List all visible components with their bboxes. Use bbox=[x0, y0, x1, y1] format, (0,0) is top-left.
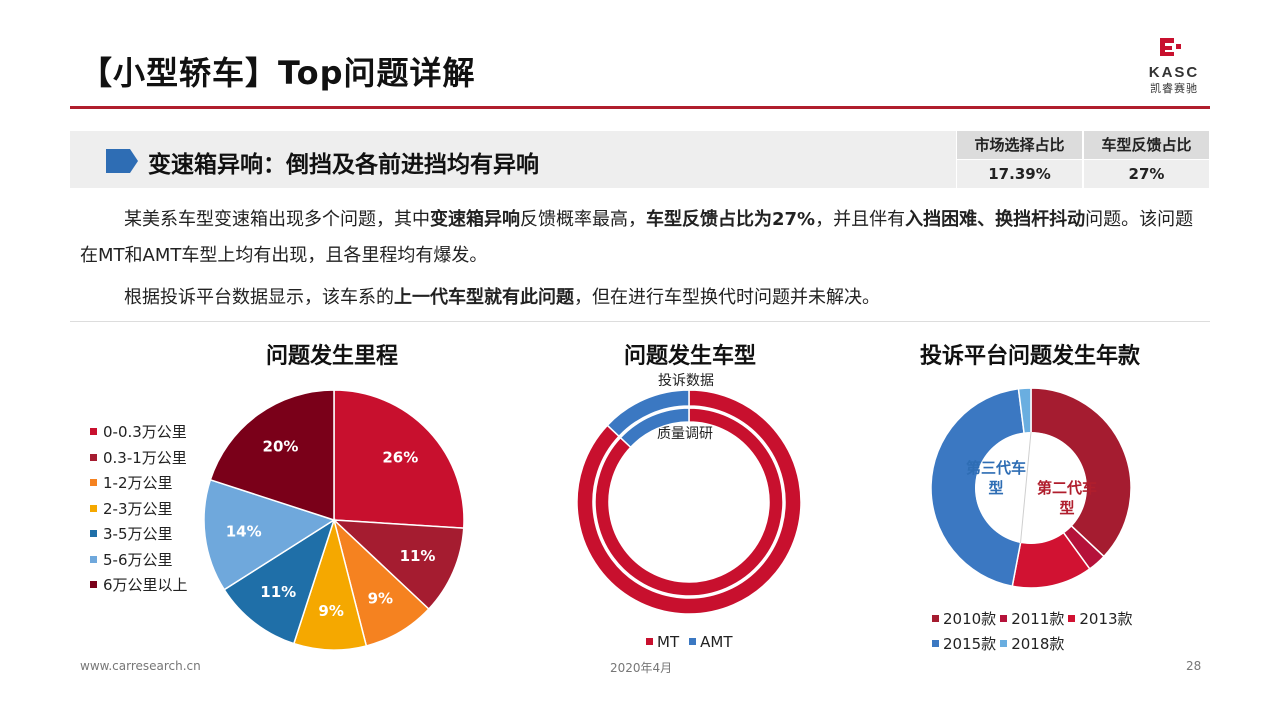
year-legend-row2: 2015款 2018款 bbox=[932, 633, 1068, 654]
annotation-gen3: 第三代车型 bbox=[966, 458, 1026, 498]
mileage-pie-chart: 26% 11% 9% 9% 11% 14% 20% bbox=[203, 389, 465, 651]
pie-slice bbox=[203, 478, 336, 591]
content-divider bbox=[70, 321, 1210, 322]
legend-swatch bbox=[90, 504, 97, 512]
annotation-text: 第二代车型 bbox=[1037, 479, 1098, 517]
annotation-gen2: 第二代车型 bbox=[1037, 478, 1097, 518]
body-paragraph-2: 根据投诉平台数据显示，该车系的上一代车型就有此问题，但在进行车型换代时问题并未解… bbox=[80, 280, 1200, 316]
legend-swatch bbox=[90, 581, 97, 588]
legend-label: AMT bbox=[700, 633, 733, 651]
legend-swatch bbox=[932, 640, 939, 647]
stat-header-model: 车型反馈占比 bbox=[1084, 131, 1209, 159]
donut-ring-segment bbox=[594, 407, 784, 597]
legend-swatch bbox=[90, 555, 97, 563]
paragraph-run: ，并且伴有 bbox=[815, 209, 906, 230]
page-title: 【小型轿车】Top问题详解 bbox=[80, 54, 476, 92]
pie-data-label: 11% bbox=[260, 583, 296, 601]
generation-divider bbox=[1020, 431, 1032, 544]
pie-data-label: 11% bbox=[400, 547, 436, 565]
paragraph-run: 反馈概率最高， bbox=[520, 209, 646, 230]
logo-icon bbox=[1160, 38, 1181, 56]
pie-slice bbox=[331, 519, 465, 611]
paragraph-run: 某美系车型变速箱出现多个问题，其中 bbox=[124, 209, 430, 230]
legend-label: 6万公里以上 bbox=[103, 576, 188, 594]
paragraph-run: 变速箱异响 bbox=[430, 209, 520, 230]
legend-swatch bbox=[689, 638, 697, 645]
pie-slice bbox=[209, 389, 335, 522]
pie-slice bbox=[223, 518, 336, 645]
model-legend: MT AMT bbox=[646, 633, 742, 651]
legend-swatch bbox=[90, 530, 97, 537]
section-heading: 变速箱异响：倒挡及各前进挡均有异响 bbox=[148, 152, 539, 178]
legend-item: 5-6万公里 bbox=[90, 548, 188, 574]
chart-title-mileage: 问题发生里程 bbox=[265, 344, 398, 369]
arrow-icon bbox=[106, 149, 138, 173]
legend-label: 0.3-1万公里 bbox=[103, 448, 187, 467]
legend-label: 1-2万公里 bbox=[103, 474, 173, 492]
donut-hole bbox=[974, 432, 1087, 544]
legend-swatch bbox=[1000, 640, 1008, 647]
section-heading-bar: 变速箱异响：倒挡及各前进挡均有异响 bbox=[70, 131, 956, 188]
body-paragraph-1: 某美系车型变速箱出现多个问题，其中变速箱异响反馈概率最高，车型反馈占比为27%，… bbox=[80, 202, 1200, 274]
stat-value-market: 17.39% bbox=[957, 160, 1082, 188]
legend-label: 2015款 bbox=[943, 635, 997, 653]
paragraph-run: 问题。该问题在MT和AMT车型上均有出现，且各里程均有爆发。 bbox=[80, 209, 1194, 266]
donut-ring-segment bbox=[576, 389, 802, 615]
legend-label: 2011款 bbox=[1011, 610, 1065, 628]
pie-data-label: 9% bbox=[368, 589, 393, 607]
legend-swatch bbox=[90, 479, 97, 486]
stat-header-market: 市场选择占比 bbox=[957, 131, 1082, 159]
ring-label-survey: 质量调研 bbox=[657, 426, 713, 442]
footer-website: www.carresearch.cn bbox=[80, 659, 201, 673]
paragraph-run: 根据投诉平台数据显示，该车系的 bbox=[124, 287, 394, 308]
chart-title-model: 问题发生车型 bbox=[623, 344, 756, 369]
legend-swatch bbox=[1000, 615, 1008, 622]
footer-page-number: 28 bbox=[1186, 659, 1202, 673]
legend-item: 0.3-1万公里 bbox=[90, 446, 188, 472]
legend-label: 5-6万公里 bbox=[103, 550, 173, 569]
legend-swatch bbox=[932, 615, 939, 622]
logo-subtext: 凯睿赛驰 bbox=[1150, 82, 1198, 95]
model-donut-chart bbox=[576, 389, 802, 615]
legend-swatch bbox=[646, 638, 653, 645]
legend-item: 2-3万公里 bbox=[90, 497, 188, 523]
annotation-text: 第三代车型 bbox=[966, 459, 1027, 497]
chart-title-year: 投诉平台问题发生年款 bbox=[919, 344, 1140, 369]
year-legend-row1: 2010款 2011款 2013款 bbox=[932, 608, 1137, 629]
paragraph-run: 入挡困难、换挡杆抖动 bbox=[905, 209, 1086, 230]
logo-text: KASC bbox=[1148, 64, 1200, 81]
legend-swatch bbox=[90, 428, 97, 435]
legend-label: 0-0.3万公里 bbox=[103, 423, 187, 441]
title-divider bbox=[70, 106, 1210, 109]
footer-date: 2020年4月 bbox=[610, 661, 673, 675]
pie-slice bbox=[333, 389, 465, 529]
paragraph-run: 车型反馈占比为27% bbox=[646, 209, 816, 230]
paragraph-run: ，但在进行车型换代时问题并未解决。 bbox=[574, 287, 880, 308]
pie-data-label: 26% bbox=[382, 449, 418, 467]
stat-value-model: 27% bbox=[1084, 160, 1209, 188]
donut-ring-segment bbox=[619, 407, 690, 449]
pie-data-label: 9% bbox=[318, 602, 343, 620]
year-donut-chart bbox=[930, 387, 1132, 589]
legend-label: 2013款 bbox=[1079, 610, 1133, 628]
pie-data-label: 14% bbox=[226, 522, 262, 540]
legend-swatch bbox=[90, 453, 97, 461]
paragraph-run: 上一代车型就有此问题 bbox=[394, 287, 574, 308]
legend-label: 2010款 bbox=[943, 610, 997, 628]
legend-item: 0-0.3万公里 bbox=[90, 420, 188, 446]
legend-item: 3-5万公里 bbox=[90, 522, 188, 548]
legend-label: 3-5万公里 bbox=[103, 525, 173, 543]
legend-item: 1-2万公里 bbox=[90, 471, 188, 497]
mileage-legend: 0-0.3万公里 0.3-1万公里 1-2万公里 2-3万公里 3-5万公里 5-6万公里… bbox=[90, 420, 188, 599]
donut-ring-segment bbox=[606, 389, 690, 438]
company-logo: KASC 凯睿赛驰 bbox=[1138, 36, 1214, 98]
legend-label: 2-3万公里 bbox=[103, 499, 173, 518]
pie-data-label: 20% bbox=[263, 437, 299, 455]
legend-swatch bbox=[1068, 615, 1076, 622]
legend-item: 6万公里以上 bbox=[90, 573, 188, 599]
ring-label-complaint: 投诉数据 bbox=[658, 373, 714, 389]
legend-label: 2018款 bbox=[1011, 635, 1065, 653]
legend-label: MT bbox=[657, 633, 680, 651]
